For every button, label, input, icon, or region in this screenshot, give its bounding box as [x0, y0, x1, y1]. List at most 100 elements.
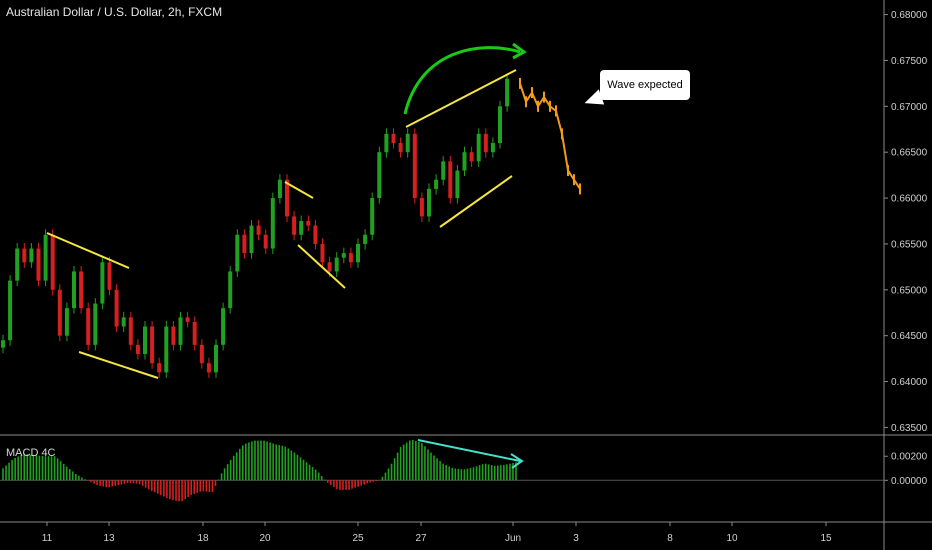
- candle-body: [370, 198, 375, 235]
- x-tick-label: 11: [42, 533, 53, 544]
- y-tick-label: 0.66500: [891, 148, 928, 159]
- macd-y-tick-label: 0.00000: [891, 476, 928, 487]
- candle-body: [178, 317, 183, 345]
- candle-body: [150, 326, 155, 364]
- macd-y-tick-label: 0.00200: [891, 452, 928, 463]
- candle-body: [427, 188, 431, 217]
- x-tick-label: 3: [573, 533, 579, 544]
- candle-body: [455, 170, 460, 199]
- trend-line: [46, 232, 130, 269]
- candle-body: [448, 161, 453, 199]
- x-tick-label: Jun: [505, 533, 521, 544]
- candle-body: [86, 308, 91, 345]
- x-tick-label: 18: [197, 533, 209, 544]
- candle-body: [192, 321, 197, 345]
- candle-body: [72, 271, 76, 309]
- candle-body: [462, 152, 467, 171]
- x-tick-label: 13: [103, 533, 115, 544]
- candle-body: [235, 234, 240, 272]
- candle-body: [214, 344, 218, 373]
- x-tick-label: 15: [820, 533, 832, 544]
- candle-body: [143, 326, 147, 355]
- candle-body: [100, 262, 105, 304]
- candle-body: [249, 225, 254, 254]
- candle-body: [57, 289, 62, 336]
- candle-body: [498, 106, 502, 144]
- candle-body: [15, 248, 20, 281]
- candle-body: [157, 363, 162, 373]
- candle-body: [1, 340, 5, 348]
- x-tick-label: 20: [259, 533, 271, 544]
- candle-body: [135, 344, 140, 355]
- candle-body: [185, 317, 190, 322]
- candle-body: [391, 133, 396, 144]
- candle-body: [43, 234, 48, 281]
- chart-title: Australian Dollar / U.S. Dollar, 2h, FXC…: [6, 5, 223, 19]
- y-tick-label: 0.67500: [891, 56, 928, 67]
- y-tick-label: 0.65500: [891, 239, 928, 250]
- candle-body: [320, 243, 325, 263]
- trend-line: [405, 69, 517, 128]
- green-arc: [403, 46, 521, 115]
- candle-body: [29, 248, 34, 263]
- candle-body: [469, 152, 474, 162]
- trend-line: [439, 175, 513, 228]
- candle-body: [334, 257, 339, 272]
- candle-body: [22, 248, 27, 263]
- candle-body: [384, 133, 389, 153]
- candle-body: [356, 243, 360, 263]
- candle-body: [93, 303, 98, 345]
- candle-body: [306, 221, 311, 226]
- x-tick-label: 10: [726, 533, 738, 544]
- trend-line: [78, 351, 159, 379]
- candle-body: [434, 179, 439, 189]
- candle-body: [405, 133, 410, 153]
- macd-divergence-line: [417, 439, 521, 462]
- macd-divergence-arrowhead: [510, 453, 524, 469]
- y-tick-label: 0.68000: [891, 10, 928, 21]
- y-tick-label: 0.66000: [891, 194, 928, 205]
- candle-body: [285, 179, 289, 217]
- candle-body: [221, 308, 226, 345]
- x-tick-label: 27: [415, 533, 427, 544]
- candle-body: [164, 326, 169, 373]
- candle-body: [412, 133, 417, 199]
- candle-body: [441, 161, 446, 180]
- y-tick-label: 0.65000: [891, 285, 928, 296]
- candle-body: [8, 280, 13, 341]
- y-tick-label: 0.63500: [891, 423, 928, 434]
- candle-body: [363, 234, 368, 244]
- candle-body: [327, 262, 332, 272]
- candle-body: [505, 78, 510, 107]
- candle-body: [313, 225, 318, 244]
- projection-line: [519, 83, 581, 190]
- candle-body: [206, 363, 211, 373]
- candle-body: [476, 133, 481, 162]
- candle-body: [419, 198, 424, 217]
- candle-body: [36, 248, 41, 281]
- candle-body: [121, 317, 126, 327]
- trend-line: [297, 244, 346, 289]
- candle-body: [64, 308, 69, 336]
- candle-body: [341, 253, 346, 258]
- candle-body: [348, 253, 353, 263]
- candle-body: [299, 221, 304, 235]
- candle-body: [228, 271, 233, 309]
- wave-callout: Wave expected: [600, 70, 690, 100]
- x-tick-label: 25: [352, 533, 364, 544]
- candle-body: [242, 234, 247, 254]
- candle-body: [483, 133, 488, 153]
- y-tick-label: 0.64000: [891, 377, 928, 388]
- candle-body: [263, 234, 268, 249]
- candle-body: [490, 143, 495, 153]
- candle-body: [377, 152, 382, 199]
- candle-body: [398, 143, 403, 153]
- macd-label: MACD 4C: [6, 447, 56, 459]
- candle-body: [107, 262, 112, 290]
- candle-body: [199, 344, 204, 364]
- candle-body: [50, 234, 55, 290]
- candle-body: [79, 271, 84, 309]
- candle-body: [128, 317, 133, 345]
- candle-body: [277, 179, 282, 199]
